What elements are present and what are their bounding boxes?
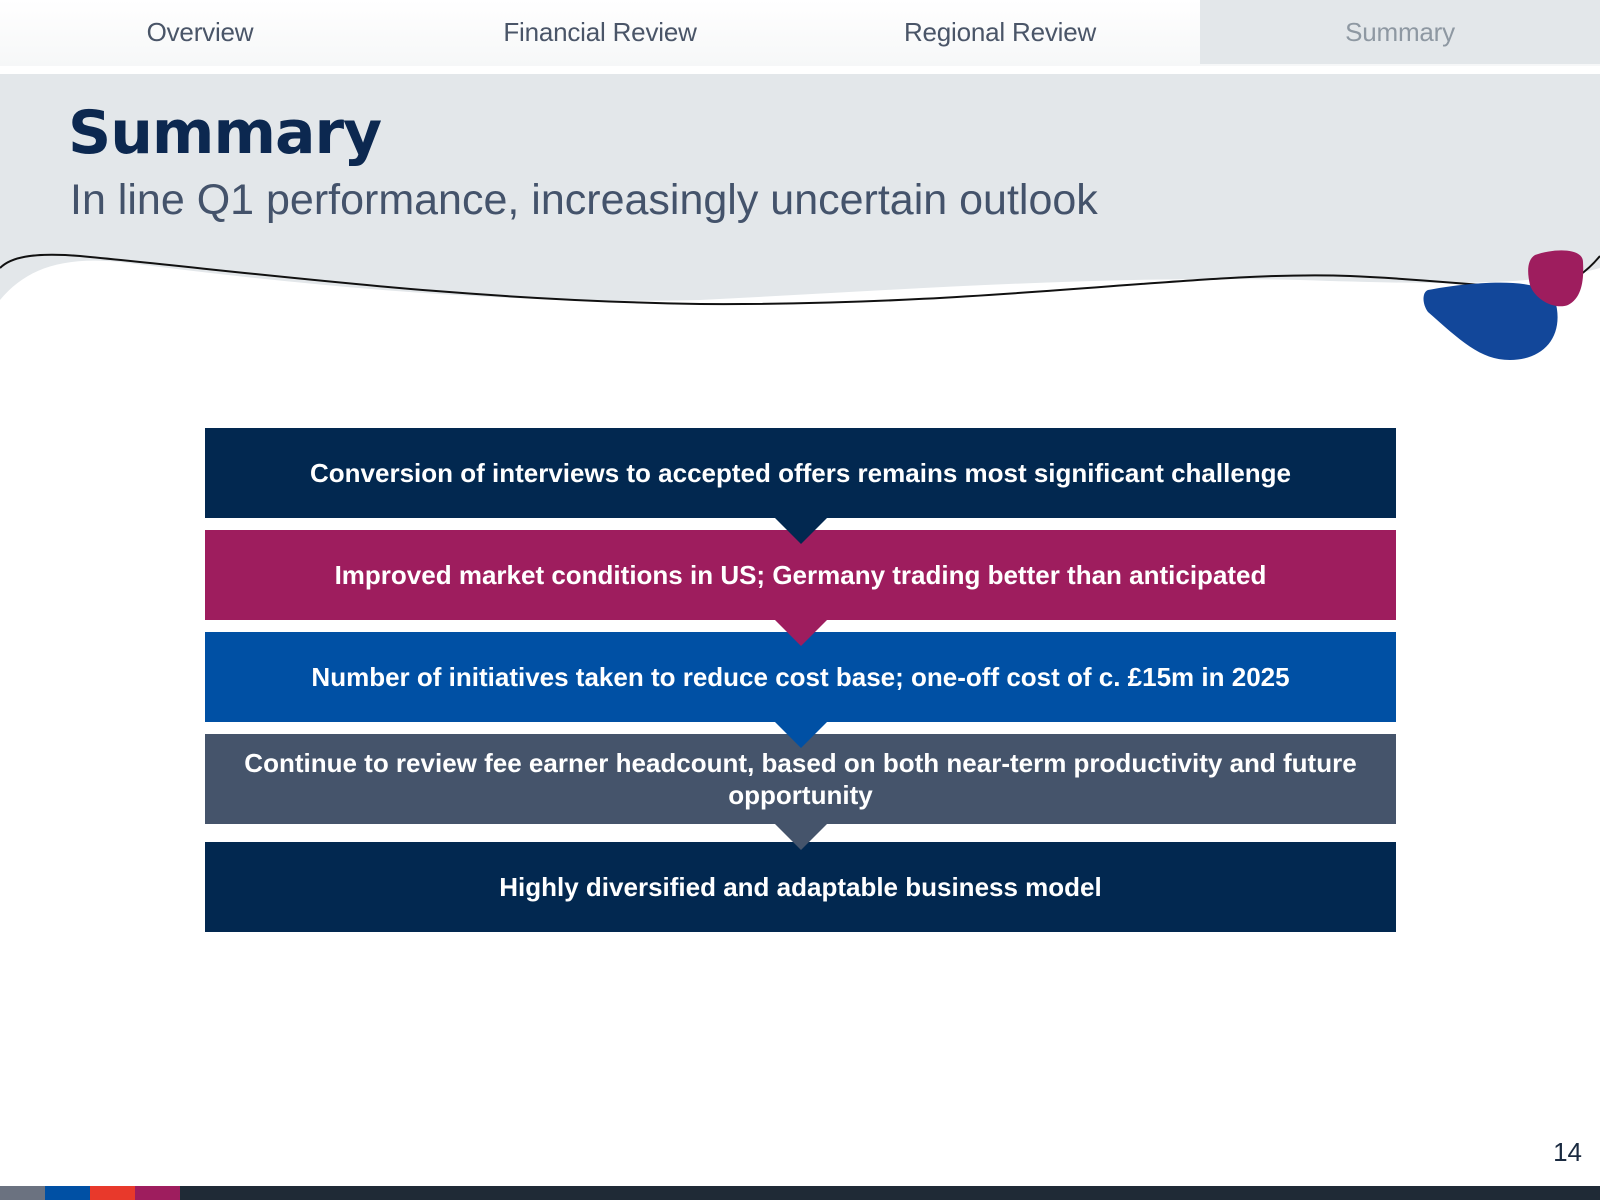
brand-strip-red [90, 1186, 135, 1200]
summary-step-3: Number of initiatives taken to reduce co… [205, 632, 1396, 748]
brand-strip-grey [0, 1186, 45, 1200]
magenta-blob [1528, 250, 1584, 307]
summary-step-1: Conversion of interviews to accepted off… [205, 428, 1396, 544]
summary-step-2-text: Improved market conditions in US; German… [334, 560, 1267, 590]
brand-strip [0, 1186, 1600, 1200]
step-2-down-arrow [774, 620, 827, 646]
brand-strip-magenta [135, 1186, 180, 1200]
header-band [0, 74, 1600, 360]
step-3-down-arrow [774, 722, 827, 748]
summary-step-5-text: Highly diversified and adaptable busines… [499, 872, 1102, 902]
summary-step-1-text: Conversion of interviews to accepted off… [309, 458, 1292, 488]
brand-strip-blue [45, 1186, 90, 1200]
summary-step-4: Continue to review fee earner headcount,… [205, 734, 1396, 850]
summary-step-stack: Conversion of interviews to accepted off… [205, 428, 1396, 932]
tab-regional-review[interactable]: Regional Review [903, 16, 1097, 47]
blue-blob [1423, 282, 1558, 360]
section-tabs: Overview Financial Review Regional Revie… [0, 0, 1600, 66]
header-band-fill [0, 74, 1600, 301]
step-4-down-arrow [774, 824, 827, 850]
tab-overview[interactable]: Overview [146, 16, 254, 47]
tab-summary[interactable]: Summary [1200, 0, 1600, 64]
tab-financial-review[interactable]: Financial Review [503, 16, 697, 47]
page-title: Summary [68, 98, 382, 168]
page-subtitle: In line Q1 performance, increasingly unc… [70, 176, 1098, 224]
summary-step-3-text: Number of initiatives taken to reduce co… [311, 662, 1290, 692]
page-number: 14 [1553, 1137, 1582, 1167]
summary-step-2: Improved market conditions in US; German… [205, 530, 1396, 646]
step-1-down-arrow [774, 518, 827, 544]
summary-step-4-text: Continue to review fee earner headcount,… [244, 748, 1357, 810]
summary-step-5: Highly diversified and adaptable busines… [205, 842, 1396, 932]
